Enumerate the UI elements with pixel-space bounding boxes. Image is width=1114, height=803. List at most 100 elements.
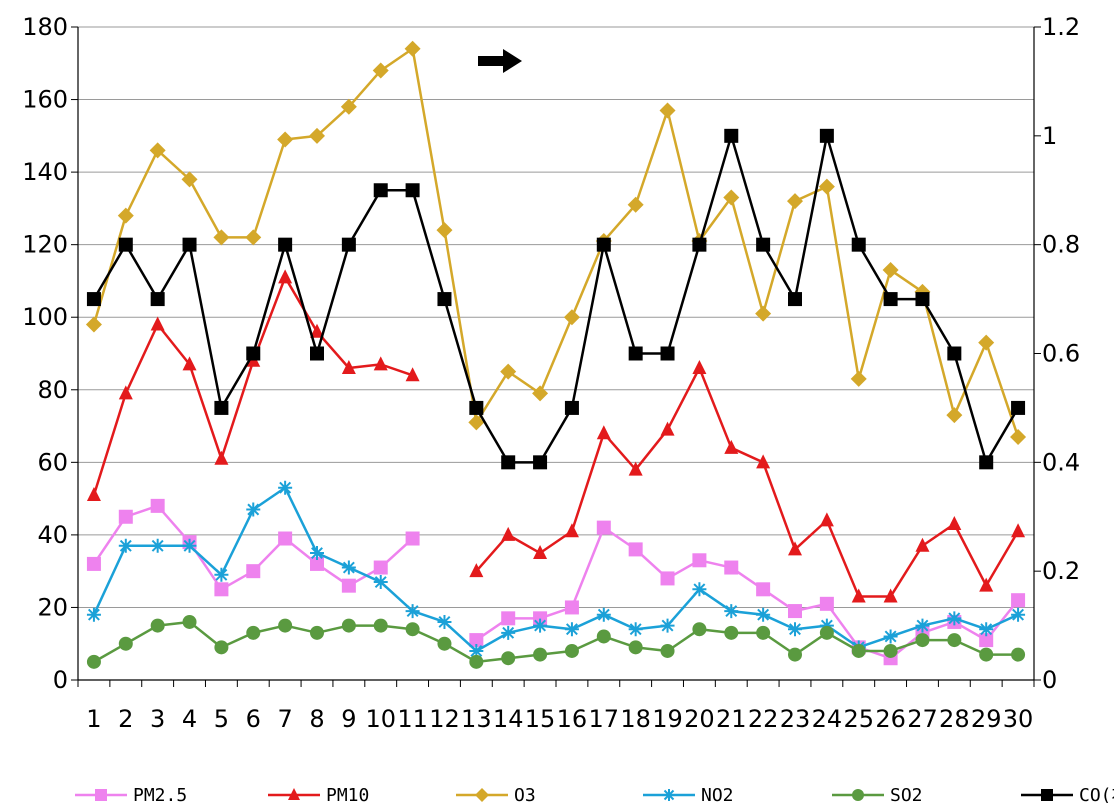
data-point [500,363,517,380]
data-point [818,178,835,195]
data-point [533,618,548,633]
series-co- [86,128,1026,470]
data-point [564,400,579,415]
y2-tick-label: 0.6 [1042,340,1080,368]
y-tick-label: 140 [22,158,68,186]
data-point [341,578,356,593]
x-tick-label: 8 [309,705,324,733]
data-point [181,171,198,188]
data-point [1011,647,1026,662]
x-tick-label: 4 [182,705,197,733]
data-point [85,316,102,333]
data-point [850,370,867,387]
data-point [564,523,579,538]
data-point [979,455,994,470]
data-point [788,622,802,637]
data-point [979,633,994,648]
data-point [340,98,357,115]
series-o3 [85,40,1027,445]
data-point [246,564,261,579]
data-point [86,607,101,622]
y-tick-label: 20 [37,593,68,621]
series-lines [85,40,1027,669]
data-point [533,545,548,560]
data-point [1010,428,1027,445]
series-no2 [86,480,1026,658]
legend-item: SO2 [832,785,923,803]
data-point [724,625,739,640]
data-point [1011,593,1026,608]
data-point [660,421,675,436]
data-point [851,237,866,252]
series-pm2-5 [86,498,1026,666]
data-point [277,131,294,148]
data-point [756,607,771,622]
data-point [86,654,101,669]
data-point [373,618,388,633]
y-tick-label: 160 [22,86,68,114]
data-point [915,537,930,552]
x-tick-label: 1 [86,705,101,733]
data-point [278,237,293,252]
data-point [659,102,676,119]
data-point [214,582,229,597]
series-so2 [86,614,1026,669]
x-tick-label: 19 [652,705,683,733]
x-tick-label: 22 [748,705,779,733]
data-point [469,654,484,669]
data-point [692,622,707,637]
data-point [978,334,995,351]
data-point [245,229,262,246]
data-point [819,618,834,633]
data-point [214,640,229,655]
data-point [883,629,898,644]
x-tick-label: 12 [429,705,460,733]
data-point [214,450,229,465]
legend-label: PM2.5 [133,785,187,803]
data-point [723,189,740,206]
x-tick-label: 24 [812,705,843,733]
legend-marker [663,789,675,801]
annotation-arrow [478,49,522,73]
data-point [851,643,866,658]
x-tick-label: 11 [397,705,428,733]
y2-tick-label: 0 [1042,666,1057,694]
data-point [883,292,898,307]
legend-label: NO2 [701,785,734,803]
data-point [628,461,643,476]
x-tick-label: 15 [525,705,556,733]
data-point [628,346,643,361]
legend-item: PM10 [268,785,369,803]
data-point [310,546,324,561]
data-point [182,237,197,252]
legend-item: NO2 [643,785,734,803]
data-point [118,237,133,252]
data-point [118,385,133,400]
x-tick-label: 6 [246,705,261,733]
legend-marker [1041,789,1053,801]
data-point [947,633,962,648]
legend-marker [95,789,107,801]
grid-lines [78,26,1034,608]
data-point [214,400,229,415]
data-point [437,292,452,307]
y-tick-label: 80 [37,376,68,404]
data-point [501,455,516,470]
x-tick-label: 16 [557,705,588,733]
data-point [437,614,452,629]
x-tick-label: 23 [780,705,811,733]
data-point [627,196,644,213]
data-point [563,309,580,326]
data-point [596,629,611,644]
y2-tick-label: 0.2 [1042,557,1080,585]
x-tick-label: 9 [341,705,356,733]
data-point [628,640,643,655]
data-point [819,625,834,640]
data-point [1011,523,1026,538]
data-point [819,596,834,611]
data-point [915,292,930,307]
data-point [883,588,898,603]
right-arrow-icon [478,49,522,73]
data-point [628,622,643,637]
y2-tick-label: 1.2 [1042,13,1080,41]
